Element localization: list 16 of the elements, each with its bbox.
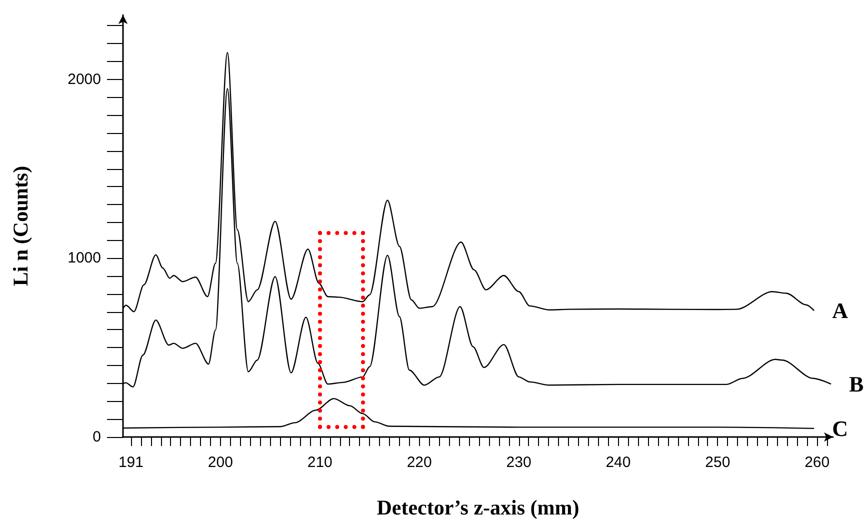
y-tick-label: 1000 — [68, 250, 101, 267]
series-label: B — [849, 372, 864, 397]
x-tick-label: 200 — [208, 454, 233, 471]
x-tick-label: 230 — [506, 454, 532, 471]
y-axis-title: Li n (Counts) — [8, 166, 32, 286]
legend-label: C — [832, 416, 848, 441]
x-tick-label: 260 — [804, 454, 830, 471]
x-axis-title: Detector’s z-axis (mm) — [376, 496, 580, 520]
x-tick-label: 240 — [606, 454, 631, 471]
x-tick-label: 210 — [307, 454, 332, 471]
y-tick-label: 0 — [92, 428, 101, 446]
series-label: A — [832, 298, 848, 324]
x-tick-label: 220 — [406, 454, 432, 471]
x-tick-label: 191 — [118, 454, 144, 471]
x-tick-label: 250 — [705, 454, 730, 471]
y-tick-label: 2000 — [68, 70, 101, 88]
